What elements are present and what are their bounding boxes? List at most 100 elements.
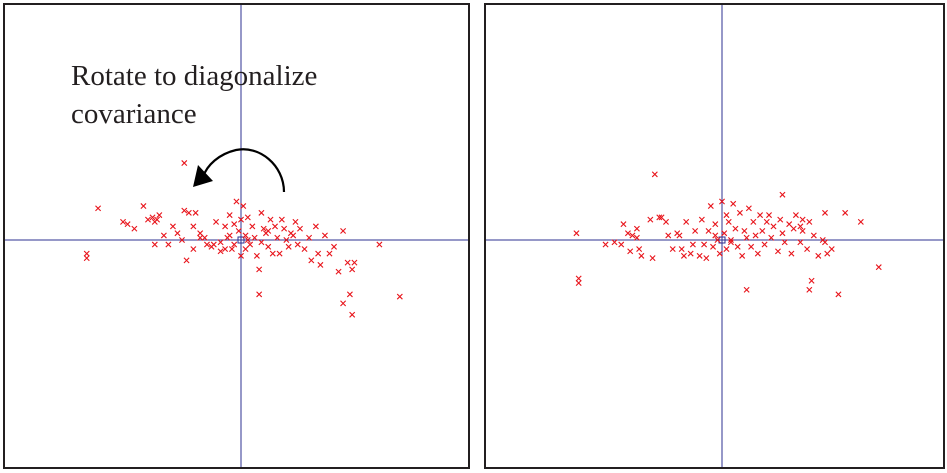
data-point-marker bbox=[683, 218, 690, 225]
data-point-marker bbox=[281, 225, 288, 232]
data-point-marker bbox=[95, 205, 102, 212]
data-point-marker bbox=[806, 218, 813, 225]
data-point-marker bbox=[828, 246, 835, 253]
data-point-marker bbox=[815, 252, 822, 259]
data-point-marker bbox=[743, 234, 750, 241]
data-point-marker bbox=[269, 250, 276, 257]
data-point-marker bbox=[741, 227, 748, 234]
data-point-marker bbox=[124, 221, 131, 228]
data-point-marker bbox=[730, 200, 737, 207]
data-point-marker bbox=[231, 221, 238, 228]
data-point-marker bbox=[725, 218, 732, 225]
data-point-marker bbox=[680, 252, 687, 259]
data-point-marker bbox=[169, 223, 176, 230]
data-point-marker bbox=[376, 241, 383, 248]
data-point-marker bbox=[808, 277, 815, 284]
data-point-marker bbox=[759, 227, 766, 234]
data-point-marker bbox=[761, 241, 768, 248]
data-point-marker bbox=[797, 239, 804, 246]
data-point-marker bbox=[267, 216, 274, 223]
origin-marker bbox=[718, 236, 726, 244]
data-point-marker bbox=[203, 241, 210, 248]
data-point-marker bbox=[344, 259, 351, 266]
scatter-plot-before bbox=[5, 5, 468, 467]
scatter-panel-before-rotation: Rotate to diagonalize covariance bbox=[3, 3, 470, 469]
data-point-marker bbox=[244, 237, 251, 243]
data-point-marker bbox=[83, 255, 90, 262]
data-point-marker bbox=[331, 243, 338, 250]
scatter-plot-after bbox=[486, 5, 943, 467]
data-point-marker bbox=[317, 261, 324, 268]
data-point-marker bbox=[786, 221, 793, 228]
data-point-marker bbox=[140, 203, 147, 210]
data-point-marker bbox=[251, 234, 258, 241]
data-point-marker bbox=[210, 241, 217, 248]
data-point-marker bbox=[689, 241, 696, 248]
data-point-marker bbox=[727, 237, 734, 243]
data-point-marker bbox=[573, 230, 580, 237]
data-point-marker bbox=[575, 275, 582, 282]
data-point-marker bbox=[620, 221, 627, 228]
data-point-marker bbox=[396, 293, 403, 300]
rotate-arrow bbox=[193, 148, 286, 193]
data-point-marker bbox=[292, 218, 299, 225]
data-point-marker bbox=[703, 255, 710, 262]
caption-line-1: Rotate to diagonalize bbox=[71, 60, 318, 92]
data-point-marker bbox=[857, 218, 864, 225]
data-point-marker bbox=[766, 212, 773, 219]
data-point-marker bbox=[226, 212, 233, 219]
data-point-marker bbox=[308, 257, 315, 264]
data-point-marker bbox=[276, 250, 283, 257]
rotation-caption: Rotate to diagonalize covariance bbox=[71, 57, 317, 133]
data-point-marker bbox=[627, 248, 634, 255]
data-point-marker bbox=[253, 252, 260, 259]
data-point-marker bbox=[285, 243, 292, 250]
data-point-marker bbox=[274, 234, 281, 241]
data-point-marker bbox=[213, 218, 220, 225]
data-point-marker bbox=[658, 214, 665, 221]
data-point-marker bbox=[777, 216, 784, 223]
data-point-marker bbox=[192, 209, 199, 216]
data-point-marker bbox=[238, 252, 244, 259]
data-point-marker bbox=[676, 232, 683, 239]
data-point-marker bbox=[727, 239, 734, 246]
data-point-marker bbox=[712, 232, 719, 239]
data-point-marker bbox=[278, 216, 285, 223]
data-point-marker bbox=[611, 239, 618, 246]
data-point-marker bbox=[779, 230, 786, 237]
data-point-marker bbox=[698, 216, 705, 223]
data-point-marker bbox=[624, 230, 631, 237]
data-point-marker bbox=[242, 232, 249, 239]
data-point-marker bbox=[638, 252, 645, 259]
data-point-marker bbox=[633, 234, 640, 241]
data-point-marker bbox=[656, 214, 663, 221]
data-point-marker bbox=[290, 232, 297, 239]
data-point-marker bbox=[272, 223, 279, 230]
data-point-marker bbox=[183, 257, 190, 264]
data-point-marker bbox=[687, 250, 694, 257]
data-point-marker bbox=[349, 311, 356, 318]
data-point-marker bbox=[835, 291, 842, 298]
caption-line-2: covariance bbox=[71, 98, 197, 130]
data-point-marker bbox=[716, 250, 723, 257]
data-point-marker bbox=[712, 221, 719, 228]
data-point-marker bbox=[222, 223, 229, 230]
data-point-marker bbox=[181, 160, 188, 167]
data-point-marker bbox=[260, 225, 267, 232]
data-point-marker bbox=[719, 198, 725, 205]
data-point-marker bbox=[748, 243, 755, 250]
data-point-marker bbox=[732, 225, 739, 232]
data-point-marker bbox=[131, 225, 138, 232]
data-point-marker bbox=[156, 212, 163, 219]
data-point-marker bbox=[792, 212, 799, 219]
data-point-marker bbox=[190, 246, 197, 253]
data-point-marker bbox=[665, 232, 672, 239]
data-point-marker bbox=[602, 241, 609, 248]
data-point-marker bbox=[757, 212, 764, 219]
data-point-marker bbox=[822, 209, 828, 216]
data-point-marker bbox=[231, 241, 238, 248]
data-point-marker bbox=[875, 264, 882, 271]
data-point-marker bbox=[217, 248, 224, 255]
data-point-marker bbox=[633, 225, 640, 232]
data-point-marker bbox=[797, 223, 804, 230]
